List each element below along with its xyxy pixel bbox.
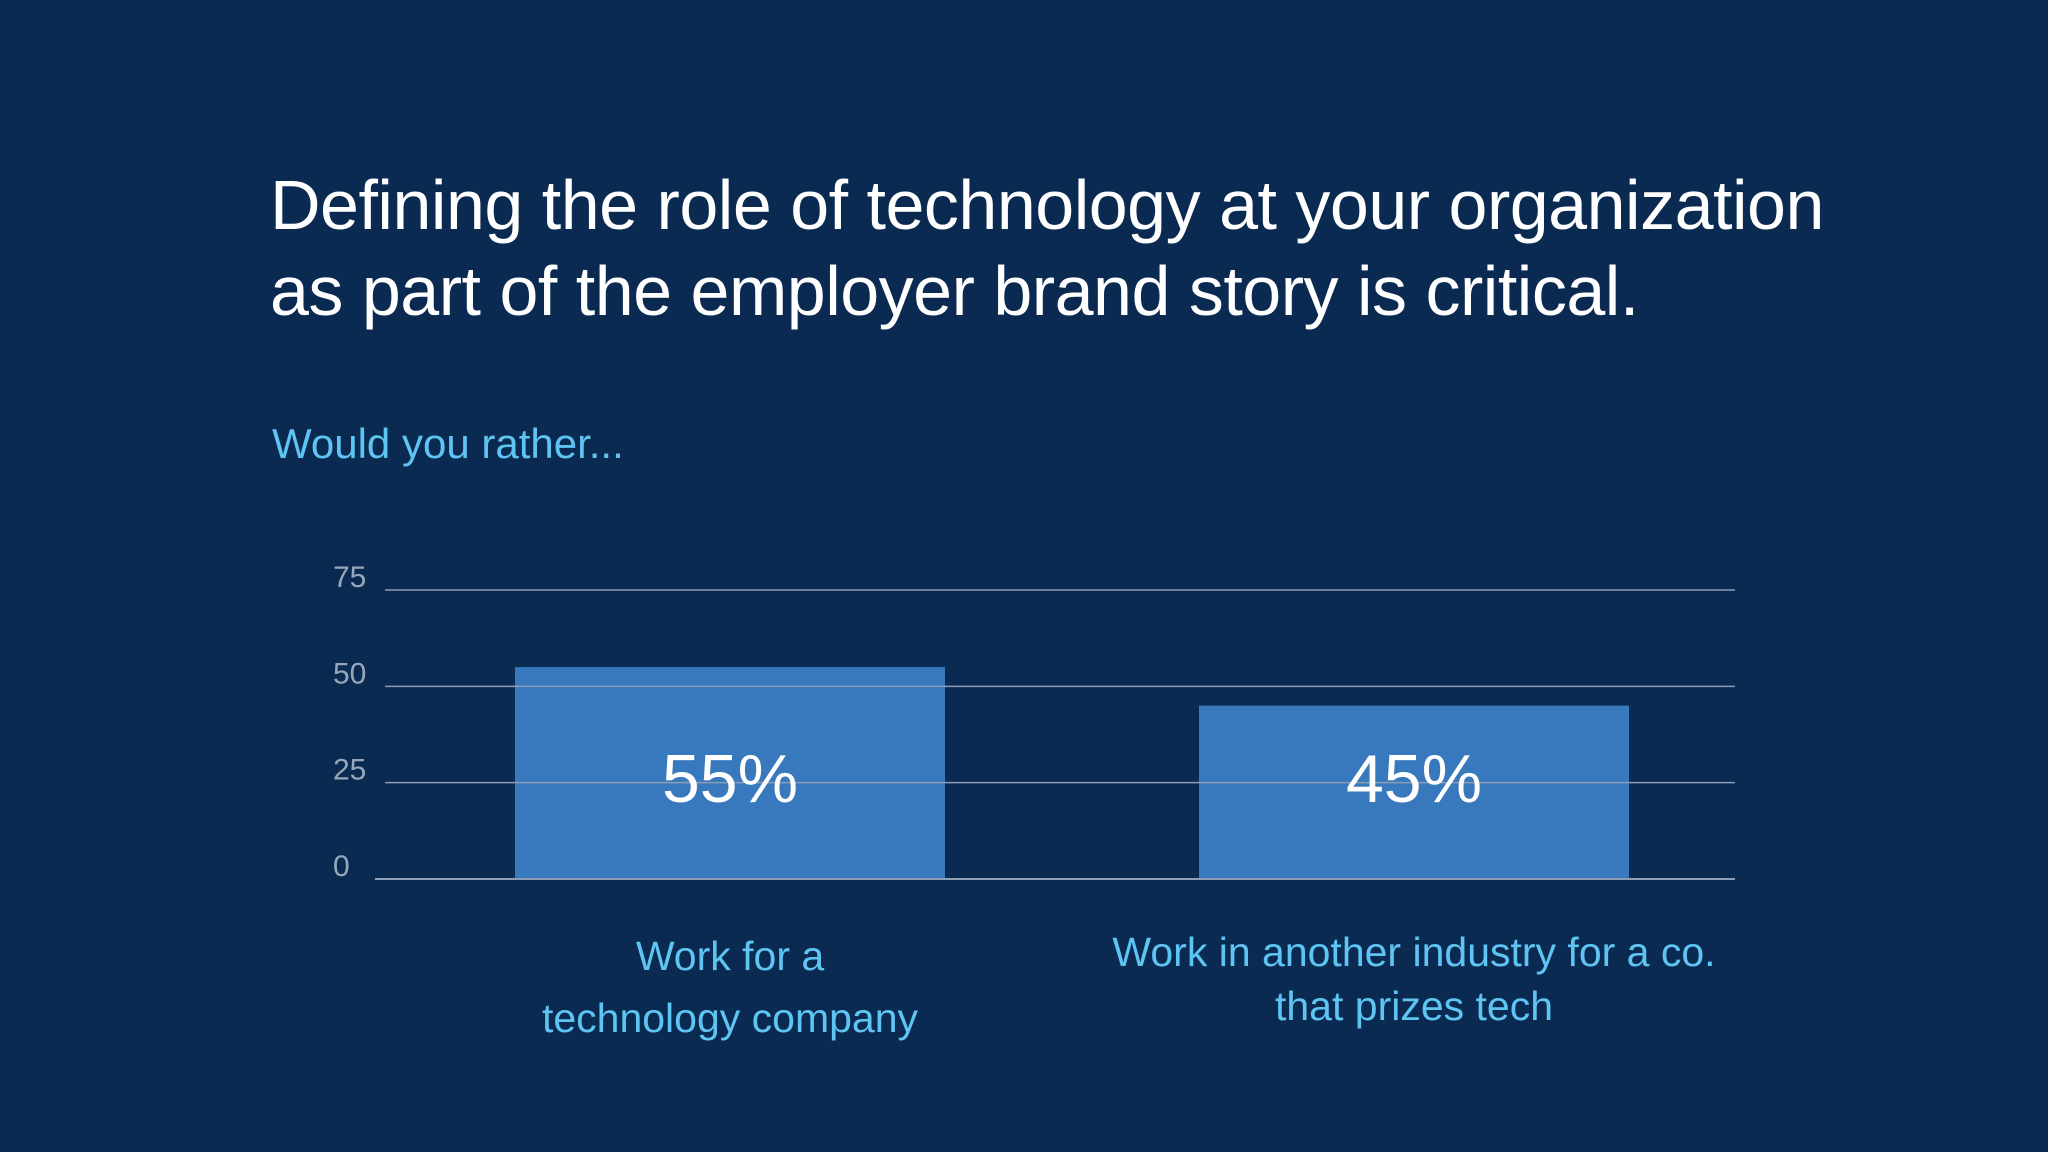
category-label-other-industry-line-2: that prizes tech xyxy=(1274,983,1554,1029)
category-label-tech-company-line-1: Work for a xyxy=(635,933,825,979)
data-label-0: 55% xyxy=(662,741,798,817)
category-label-other-industry: Work in another industry for a co. that … xyxy=(1064,925,1764,1033)
category-label-tech-company: Work for a technology company xyxy=(380,925,1080,1049)
bar-0 xyxy=(515,667,945,879)
bar-1 xyxy=(1199,705,1629,879)
headline: Defining the role of technology at your … xyxy=(270,162,1920,334)
category-label-tech-company-line-2: technology company xyxy=(541,995,919,1041)
headline-line-1: Defining the role of technology at your … xyxy=(270,166,1824,244)
y-tick-label-0: 0 xyxy=(333,850,350,883)
y-tick-label-75: 75 xyxy=(333,561,366,594)
y-tick-label-25: 25 xyxy=(333,754,366,787)
headline-line-2: as part of the employer brand story is c… xyxy=(270,252,1639,330)
category-label-other-industry-line-1: Work in another industry for a co. xyxy=(1112,929,1716,975)
data-label-1: 45% xyxy=(1346,741,1482,817)
y-tick-label-50: 50 xyxy=(333,657,366,690)
chart-subtitle: Would you rather... xyxy=(272,420,624,467)
